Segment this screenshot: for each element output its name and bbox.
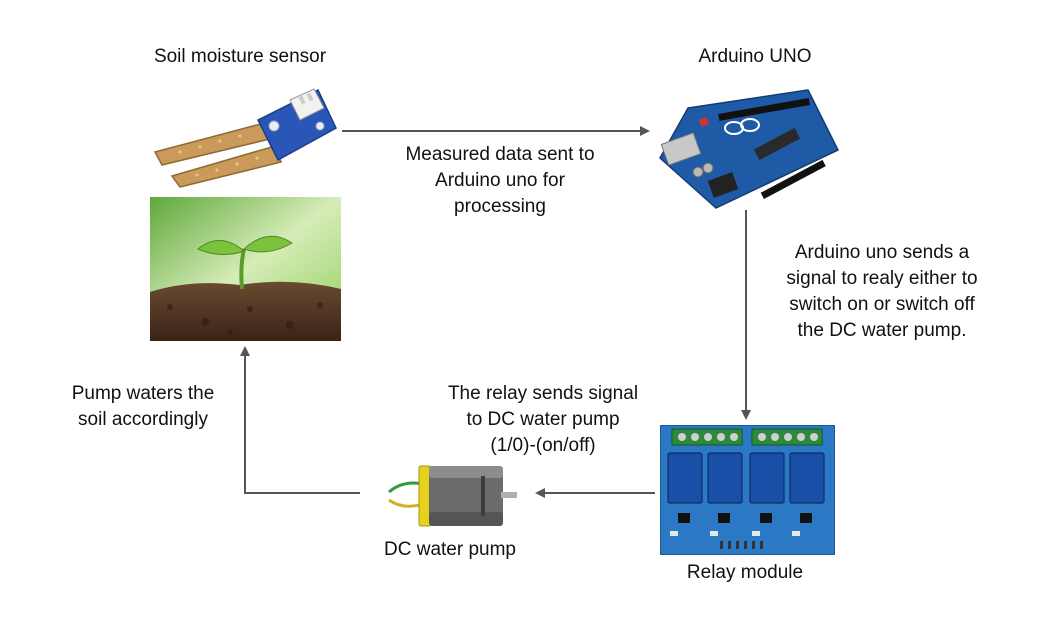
sensor-to-arduino-line-3: processing (454, 196, 546, 217)
arduino-uno-image (659, 89, 840, 209)
sensor-to-arduino-line-1: Measured data sent to (405, 144, 595, 165)
sensor-title: Soil moisture sensor (153, 46, 327, 67)
pump-to-soil-label: Pump waters the soil accordingly (48, 381, 238, 433)
arduino-to-relay-line-4: the DC water pump. (797, 320, 967, 341)
pump-to-soil-line-2: soil accordingly (78, 409, 208, 430)
plant-soil-image (150, 197, 341, 341)
relay-module-image (660, 425, 835, 555)
arduino-title: Arduino UNO (698, 46, 812, 67)
relay-to-pump-line-1: The relay sends signal (447, 383, 639, 404)
sensor-to-arduino-label: Measured data sent to Arduino uno for pr… (375, 142, 625, 220)
relay-to-pump-line-3: (1/0)-(on/off) (490, 435, 596, 456)
soil-moisture-sensor-image (153, 88, 337, 188)
arduino-to-relay-line-3: switch on or switch off (789, 294, 975, 315)
relay-to-pump-line-2: to DC water pump (466, 409, 620, 430)
arduino-to-relay-line-1: Arduino uno sends a (794, 242, 970, 263)
arduino-to-relay-line-2: signal to realy either to (786, 268, 978, 289)
arduino-to-relay-label: Arduino uno sends a signal to realy eith… (757, 240, 1007, 344)
arrow-pump-to-soil (240, 346, 360, 494)
relay-title: Relay module (686, 562, 804, 583)
sensor-to-arduino-line-2: Arduino uno for (435, 170, 565, 191)
dc-water-pump-image (388, 465, 517, 527)
pump-to-soil-line-1: Pump waters the (71, 383, 215, 404)
relay-to-pump-label: The relay sends signal to DC water pump … (418, 381, 668, 459)
pump-title: DC water pump (384, 539, 516, 560)
